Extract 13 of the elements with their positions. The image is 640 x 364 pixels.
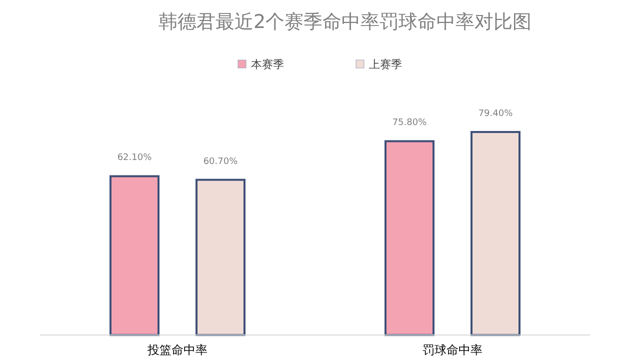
data-label: 79.40% <box>478 109 514 119</box>
x-tick-label: 罚球命中率 <box>422 343 482 357</box>
data-label: 62.10% <box>117 153 152 164</box>
x-tick-label: 投篮命中率 <box>146 343 208 357</box>
chart-title: 韩德君最近2个赛季命中率罚球命中率对比图 <box>158 11 532 33</box>
bar <box>470 131 520 336</box>
data-label: 75.80% <box>392 118 428 128</box>
data-label: 60.70% <box>203 156 238 167</box>
legend-label: 上赛季 <box>369 58 402 71</box>
bar <box>196 178 246 336</box>
legend-label: 本赛季 <box>251 58 284 71</box>
bar <box>384 140 434 336</box>
bar <box>110 175 160 336</box>
